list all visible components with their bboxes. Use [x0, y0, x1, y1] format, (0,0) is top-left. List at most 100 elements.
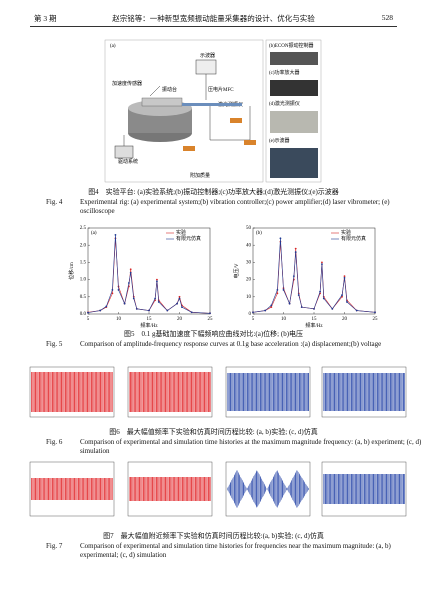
point — [111, 289, 114, 291]
y-axis-label: 电压/V — [233, 263, 240, 278]
point — [355, 309, 358, 312]
x-tick-label: 25 — [373, 317, 379, 322]
signal — [227, 373, 309, 411]
point — [190, 311, 193, 314]
point — [209, 312, 211, 315]
point — [292, 275, 295, 278]
y-tick-label: 20 — [246, 278, 252, 283]
point — [127, 282, 130, 284]
mass-block — [244, 140, 256, 145]
y-tick-label: 2.5 — [80, 226, 87, 231]
caption-cn: 图4 实验平台: (a)实验系统;(b)振动控制器;(c)功率放大器;(d)激光… — [88, 188, 339, 196]
page-number: 528 — [381, 13, 393, 22]
point — [132, 297, 135, 300]
caption-text: Comparison of experimental and simulatio… — [80, 542, 391, 559]
series-line — [87, 238, 211, 314]
point — [181, 306, 183, 309]
point — [294, 247, 297, 250]
signal — [129, 372, 211, 412]
y-axis-label: 位移/cm — [68, 262, 75, 280]
point — [270, 304, 273, 307]
y-tick-label: 1.5 — [80, 261, 87, 266]
legend-label: 有限元仿真 — [341, 235, 366, 242]
point — [87, 311, 89, 314]
panel-label: (a) — [110, 44, 116, 49]
x-tick-label: 15 — [312, 317, 318, 322]
point — [341, 295, 343, 298]
point — [321, 263, 323, 266]
point — [294, 251, 297, 253]
signal — [129, 477, 211, 501]
point — [129, 271, 132, 274]
y-tick-label: 1.0 — [80, 278, 87, 283]
mass-block — [183, 146, 195, 151]
label: 附加质量 — [190, 172, 210, 179]
point — [117, 289, 120, 291]
caption-text: Comparison of experimental and simulatio… — [80, 438, 422, 455]
legend-label: 实验 — [341, 229, 351, 236]
label: 加速度传感器 — [112, 80, 142, 87]
point — [341, 294, 343, 296]
point — [178, 297, 181, 300]
point — [166, 309, 169, 312]
point — [156, 280, 158, 283]
beam-branch — [209, 106, 251, 141]
caption-cn: 图5 0.1 g基础加速度下幅频响应曲线对比:(a)位移; (b)电压 — [123, 330, 304, 338]
caption-label: Fig. 7 — [46, 542, 63, 550]
point — [276, 292, 279, 295]
signal — [31, 372, 113, 412]
signal — [31, 478, 113, 500]
point — [321, 261, 323, 264]
beam — [182, 103, 242, 106]
photo-label: (b)ECON振动控制器 — [269, 42, 313, 49]
caption-label: Fig. 5 — [46, 340, 63, 348]
point — [264, 309, 267, 312]
point — [148, 309, 150, 312]
caption-en: Fig. 6 Comparison of experimental and sim… — [46, 438, 425, 456]
point — [252, 311, 254, 314]
caption-en: Fig. 7 Comparison of experimental and sim… — [46, 542, 425, 560]
point — [105, 305, 108, 308]
mass-block — [230, 118, 242, 123]
photo — [270, 52, 318, 65]
legend-label: 实验 — [176, 229, 186, 236]
x-tick-label: 5 — [87, 317, 90, 322]
caption-cn: 图7 最大幅值附近频率下实验和仿真时间历程比较:(a, b)实验; (c, d)… — [103, 532, 324, 540]
figure4-photos: (b)ECON振动控制器 (c)功率放大器 (d)激光测振仪 (e)示波器 — [265, 39, 322, 183]
point — [129, 268, 132, 271]
label: 压电片MFC — [208, 86, 234, 93]
photo — [270, 148, 318, 178]
header-rule — [30, 26, 397, 27]
caption-text: Comparison of amplitude-frequency respon… — [80, 340, 382, 348]
point — [288, 302, 291, 305]
y-tick-label: 10 — [246, 295, 252, 300]
caption-text: Experimental rig: (a) experimental syste… — [80, 198, 390, 215]
drive-icon — [114, 145, 134, 159]
x-tick-label: 20 — [177, 317, 183, 322]
point — [343, 275, 346, 278]
x-tick-label: 25 — [208, 317, 214, 322]
y-tick-label: 2.0 — [80, 243, 87, 248]
point — [270, 306, 273, 309]
panel-label: (a) — [91, 231, 97, 236]
point — [99, 309, 102, 312]
point — [123, 302, 126, 305]
oscilloscope-icon — [195, 59, 217, 75]
point — [157, 301, 160, 303]
point — [331, 307, 334, 310]
x-axis-label: 频率/Hz — [140, 322, 158, 329]
caption-en: Fig. 5 Comparison of amplitude-frequency … — [46, 340, 425, 349]
legend-label: 有限元仿真 — [176, 235, 201, 242]
wires — [123, 74, 207, 146]
y-tick-label: 40 — [246, 243, 252, 248]
photo-label: (d)激光测振仪 — [269, 100, 300, 107]
point — [114, 233, 117, 236]
point — [343, 276, 346, 279]
point — [154, 297, 157, 300]
photo — [270, 80, 318, 96]
point — [300, 306, 303, 309]
point — [322, 297, 325, 300]
point — [276, 289, 279, 291]
